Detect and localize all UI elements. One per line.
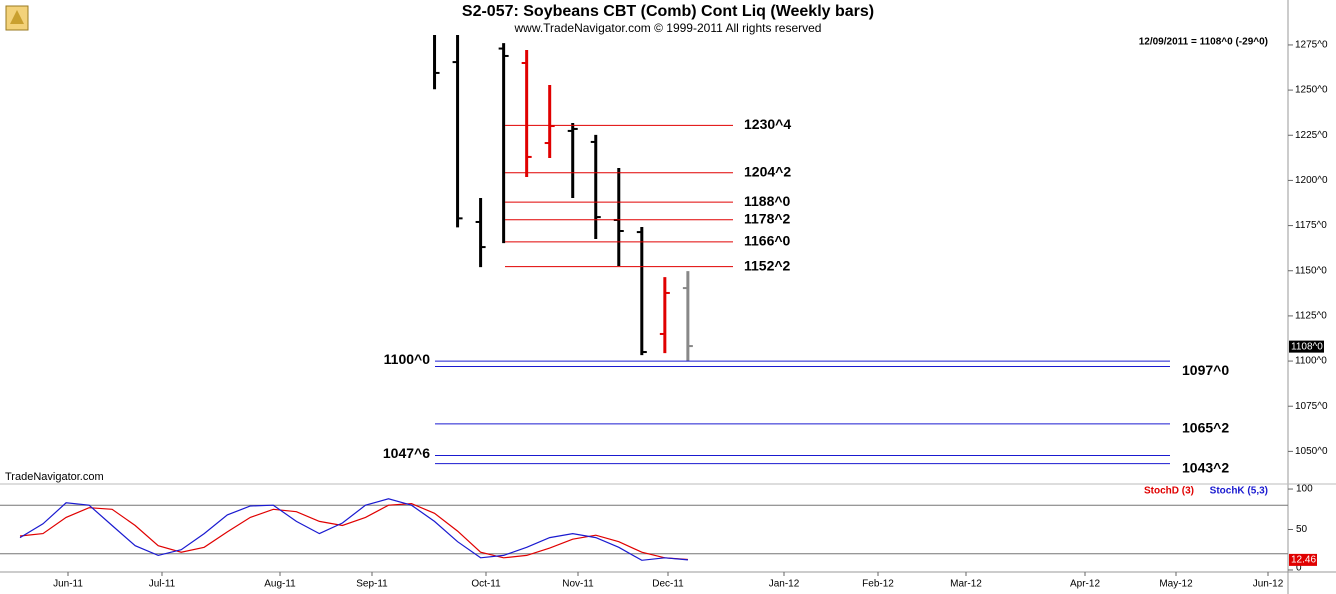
y-tick-label: 50 bbox=[1296, 524, 1308, 535]
watermark: TradeNavigator.com bbox=[5, 471, 104, 483]
ohlc-bar bbox=[521, 49, 532, 177]
x-tick-label: Nov-11 bbox=[562, 579, 594, 590]
x-tick-label: Jan-12 bbox=[769, 579, 800, 590]
last-value-box bbox=[1289, 553, 1317, 566]
y-tick-label: 1200^0 bbox=[1295, 175, 1328, 186]
stoch-line bbox=[19, 502, 688, 561]
level-label: 1166^0 bbox=[744, 233, 791, 249]
x-tick-label: Jul-11 bbox=[149, 579, 176, 590]
last-value-label: 12.46 bbox=[1291, 555, 1316, 566]
level-label: 1100^0 bbox=[384, 351, 431, 367]
x-tick-label: May-12 bbox=[1159, 579, 1193, 590]
x-tick-label: Feb-12 bbox=[862, 579, 894, 590]
level-label: 1043^2 bbox=[1182, 459, 1229, 475]
level-label: 1065^2 bbox=[1182, 420, 1229, 436]
level-label: 1204^2 bbox=[744, 163, 791, 179]
y-tick-label: 1100^0 bbox=[1295, 356, 1327, 367]
ohlc-bar bbox=[433, 35, 440, 90]
y-tick-label: 1175^0 bbox=[1295, 220, 1327, 231]
level-label: 1230^4 bbox=[744, 116, 791, 132]
ohlc-bar bbox=[659, 277, 670, 354]
y-tick-label: 0 bbox=[1296, 563, 1302, 574]
y-tick-label: 1275^0 bbox=[1295, 40, 1328, 51]
ohlc-bar bbox=[636, 227, 647, 356]
y-tick-label: 100 bbox=[1296, 484, 1313, 495]
price-plot bbox=[433, 35, 693, 362]
level-label: 1188^0 bbox=[744, 193, 791, 209]
x-tick-label: Oct-11 bbox=[471, 579, 501, 590]
ohlc-bar bbox=[475, 197, 486, 268]
y-tick-label: 1150^0 bbox=[1295, 265, 1327, 276]
level-label: 1097^0 bbox=[1182, 362, 1229, 378]
x-tick-label: Apr-12 bbox=[1070, 579, 1100, 590]
chart-title: S2-057: Soybeans CBT (Comb) Cont Liq (We… bbox=[462, 3, 874, 20]
y-tick-label: 1225^0 bbox=[1295, 130, 1328, 141]
last-price-label: 1108^0 bbox=[1291, 341, 1323, 352]
y-tick-label: 1050^0 bbox=[1295, 446, 1328, 457]
stoch-line bbox=[19, 498, 688, 561]
legend-entry: StochD (3) bbox=[1144, 486, 1194, 497]
y-tick-label: 1250^0 bbox=[1295, 85, 1328, 96]
x-tick-label: Sep-11 bbox=[356, 579, 388, 590]
y-tick-label: 1075^0 bbox=[1295, 401, 1328, 412]
level-label: 1047^6 bbox=[383, 445, 430, 461]
x-tick-label: Mar-12 bbox=[950, 579, 982, 590]
level-label: 1152^2 bbox=[744, 257, 791, 273]
ohlc-bar bbox=[452, 35, 463, 228]
last-price-box bbox=[1289, 340, 1324, 353]
status: 12/09/2011 = 1108^0 (-29^0) bbox=[1139, 37, 1268, 48]
subtitle: www.TradeNavigator.com © 1999-2011 All r… bbox=[514, 21, 822, 35]
x-tick-label: Jun-11 bbox=[53, 579, 83, 590]
ohlc-bar bbox=[544, 85, 555, 159]
x-tick-label: Dec-11 bbox=[652, 579, 684, 590]
ohlc-bar bbox=[590, 134, 601, 239]
x-tick-label: Jun-12 bbox=[1253, 579, 1284, 590]
logo-icon bbox=[5, 5, 29, 31]
ohlc-bar bbox=[682, 271, 693, 362]
ohlc-bar bbox=[498, 43, 509, 244]
level-label: 1178^2 bbox=[744, 210, 791, 226]
x-tick-label: Aug-11 bbox=[264, 579, 296, 590]
ohlc-bar bbox=[567, 122, 578, 198]
y-tick-label: 1125^0 bbox=[1295, 311, 1327, 322]
legend-entry: StochK (5,3) bbox=[1210, 486, 1268, 497]
